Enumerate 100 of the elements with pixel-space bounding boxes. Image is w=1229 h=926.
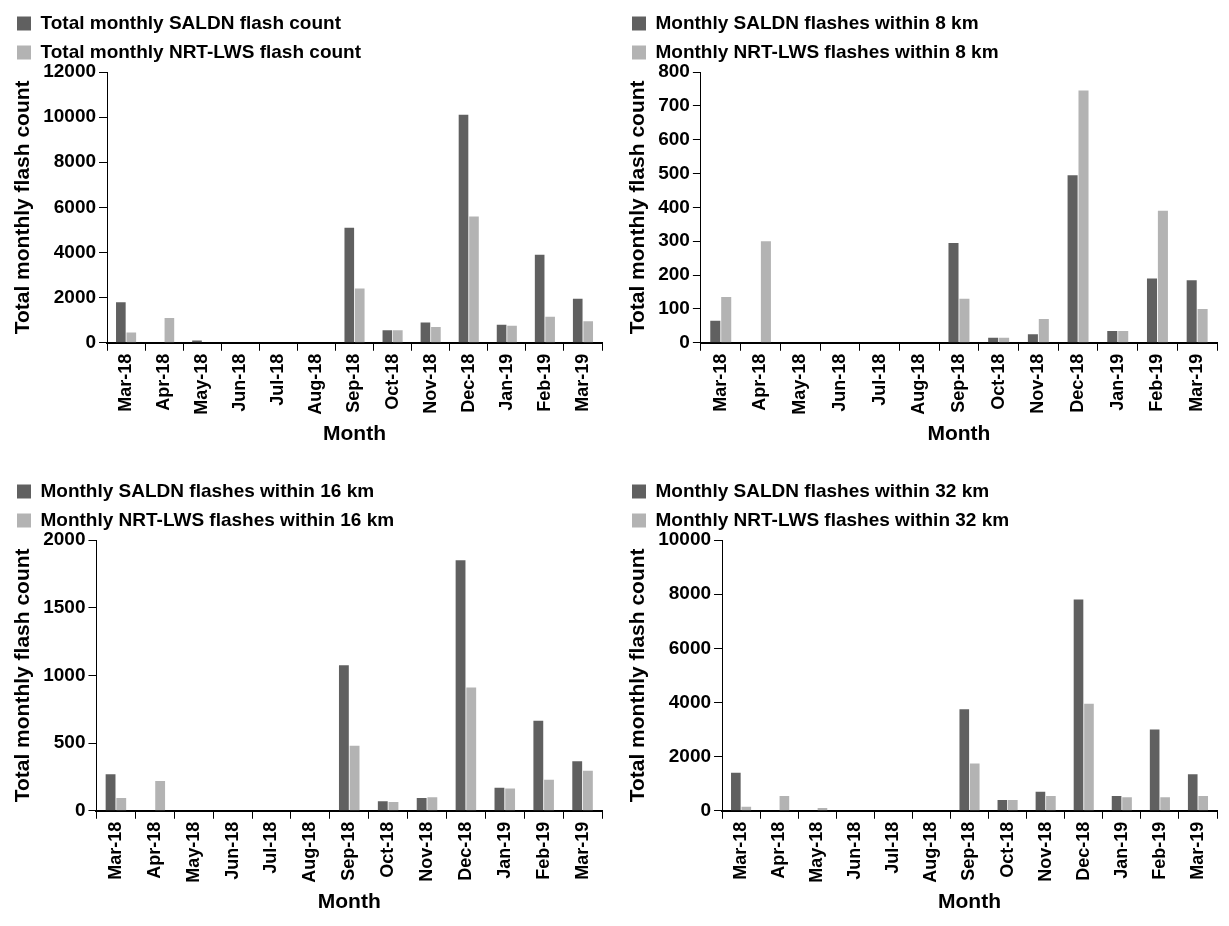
bar xyxy=(948,242,959,343)
y-tick-label: 2000 xyxy=(668,744,712,766)
y-tick-label: 100 xyxy=(658,297,690,319)
bar xyxy=(544,779,554,811)
y-tick-label: 400 xyxy=(658,195,690,217)
legend-label: Monthly SALDN flashes within 16 km xyxy=(40,479,375,501)
y-axis-title: Total monthly flash count xyxy=(625,80,649,335)
y-tick-label: 8000 xyxy=(668,582,712,604)
bar xyxy=(583,321,594,343)
bar xyxy=(344,227,355,343)
bar xyxy=(393,330,403,343)
x-tick-label: Nov-18 xyxy=(419,353,440,414)
legend-label: Monthly NRT-LWS flashes within 8 km xyxy=(655,40,999,62)
x-tick-label: Oct-18 xyxy=(377,821,398,878)
x-tick-label: Sep-18 xyxy=(947,353,968,413)
bar xyxy=(116,797,127,811)
y-tick-label: 700 xyxy=(658,94,690,116)
bar xyxy=(959,709,970,811)
bar xyxy=(997,799,1008,811)
x-tick-label: Feb-19 xyxy=(533,353,554,412)
x-tick-label: Mar-19 xyxy=(571,821,592,880)
x-axis-title: Month xyxy=(927,421,991,445)
x-tick-label: Aug-18 xyxy=(305,353,326,415)
bar xyxy=(582,770,593,811)
x-tick-label: Dec-18 xyxy=(457,353,478,413)
bar xyxy=(1067,175,1078,343)
x-tick-label: May-18 xyxy=(191,353,212,415)
bar xyxy=(1197,308,1208,343)
y-tick-label: 4000 xyxy=(668,690,712,712)
bar xyxy=(416,797,427,811)
y-tick-label: 0 xyxy=(679,331,690,352)
x-tick-label: Sep-18 xyxy=(338,821,359,881)
y-tick-label: 10000 xyxy=(658,528,712,550)
x-axis-title: Month xyxy=(323,421,387,445)
bar xyxy=(760,241,771,343)
bar xyxy=(534,254,545,343)
bar xyxy=(1149,729,1160,811)
bar xyxy=(572,761,583,811)
x-axis-title: Month xyxy=(938,889,1002,913)
y-tick-label: 500 xyxy=(658,161,690,183)
x-tick-label: Feb-19 xyxy=(1146,353,1167,412)
x-tick-label: Mar-18 xyxy=(104,821,125,880)
bar xyxy=(545,316,555,343)
legend-label: Monthly SALDN flashes within 8 km xyxy=(655,11,979,33)
x-tick-label: Jun-18 xyxy=(828,353,849,412)
y-tick-label: 6000 xyxy=(53,195,97,217)
x-tick-label: Dec-18 xyxy=(1067,353,1088,413)
x-tick-label: Jan-19 xyxy=(1106,353,1127,411)
y-axis-title: Total monthly flash count xyxy=(10,548,34,803)
legend-label: Monthly NRT-LWS flashes within 16 km xyxy=(40,508,395,530)
x-tick-label: Apr-18 xyxy=(143,821,164,879)
x-tick-label: Feb-19 xyxy=(532,821,553,880)
x-tick-label: Nov-18 xyxy=(415,821,436,882)
x-tick-label: Mar-18 xyxy=(709,353,730,412)
x-tick-label: Nov-18 xyxy=(1034,821,1055,882)
bar xyxy=(354,288,365,343)
x-tick-label: Mar-19 xyxy=(1186,821,1207,880)
y-tick-label: 0 xyxy=(85,331,97,352)
bar xyxy=(116,302,126,343)
x-tick-label: Aug-18 xyxy=(920,821,941,883)
bar xyxy=(731,772,741,811)
x-tick-label: May-18 xyxy=(806,821,827,883)
y-tick-label: 6000 xyxy=(668,636,712,658)
x-tick-label: Jul-18 xyxy=(868,353,889,406)
x-tick-label: Oct-18 xyxy=(381,353,402,410)
bar xyxy=(507,325,517,343)
x-tick-label: Jul-18 xyxy=(260,821,281,874)
x-tick-label: Jul-18 xyxy=(882,821,903,874)
bar xyxy=(1157,210,1168,343)
legend-label: Monthly NRT-LWS flashes within 32 km xyxy=(655,508,1010,530)
legend-label: Total monthly SALDN flash count xyxy=(40,11,342,33)
x-tick-label: Jun-18 xyxy=(221,821,242,880)
bar xyxy=(779,795,790,811)
x-tick-label: Jun-18 xyxy=(229,353,250,412)
legend-label: Monthly SALDN flashes within 32 km xyxy=(655,479,990,501)
bar xyxy=(710,320,721,343)
y-tick-label: 0 xyxy=(74,799,86,820)
y-tick-label: 800 xyxy=(658,60,690,82)
bar xyxy=(1118,330,1129,343)
y-tick-label: 2000 xyxy=(53,285,97,307)
bar xyxy=(969,763,980,811)
y-tick-label: 600 xyxy=(658,127,690,149)
x-tick-label: Feb-19 xyxy=(1148,821,1169,880)
bar xyxy=(377,801,388,811)
y-tick-label: 200 xyxy=(658,263,690,285)
x-tick-label: Jan-19 xyxy=(495,353,516,411)
x-tick-label: Mar-19 xyxy=(571,353,592,412)
bar xyxy=(427,797,438,811)
bar xyxy=(1187,774,1198,811)
x-tick-label: Sep-18 xyxy=(958,821,979,881)
bar xyxy=(1008,799,1018,811)
bar xyxy=(1078,90,1089,343)
bar xyxy=(469,216,479,343)
bar xyxy=(349,745,360,811)
x-tick-label: Jan-19 xyxy=(1110,821,1131,879)
bar xyxy=(1107,330,1118,343)
x-tick-label: Apr-18 xyxy=(768,821,789,879)
legend-label: Total monthly NRT-LWS flash count xyxy=(40,40,362,62)
x-tick-label: May-18 xyxy=(182,821,203,883)
bar xyxy=(1046,795,1056,811)
